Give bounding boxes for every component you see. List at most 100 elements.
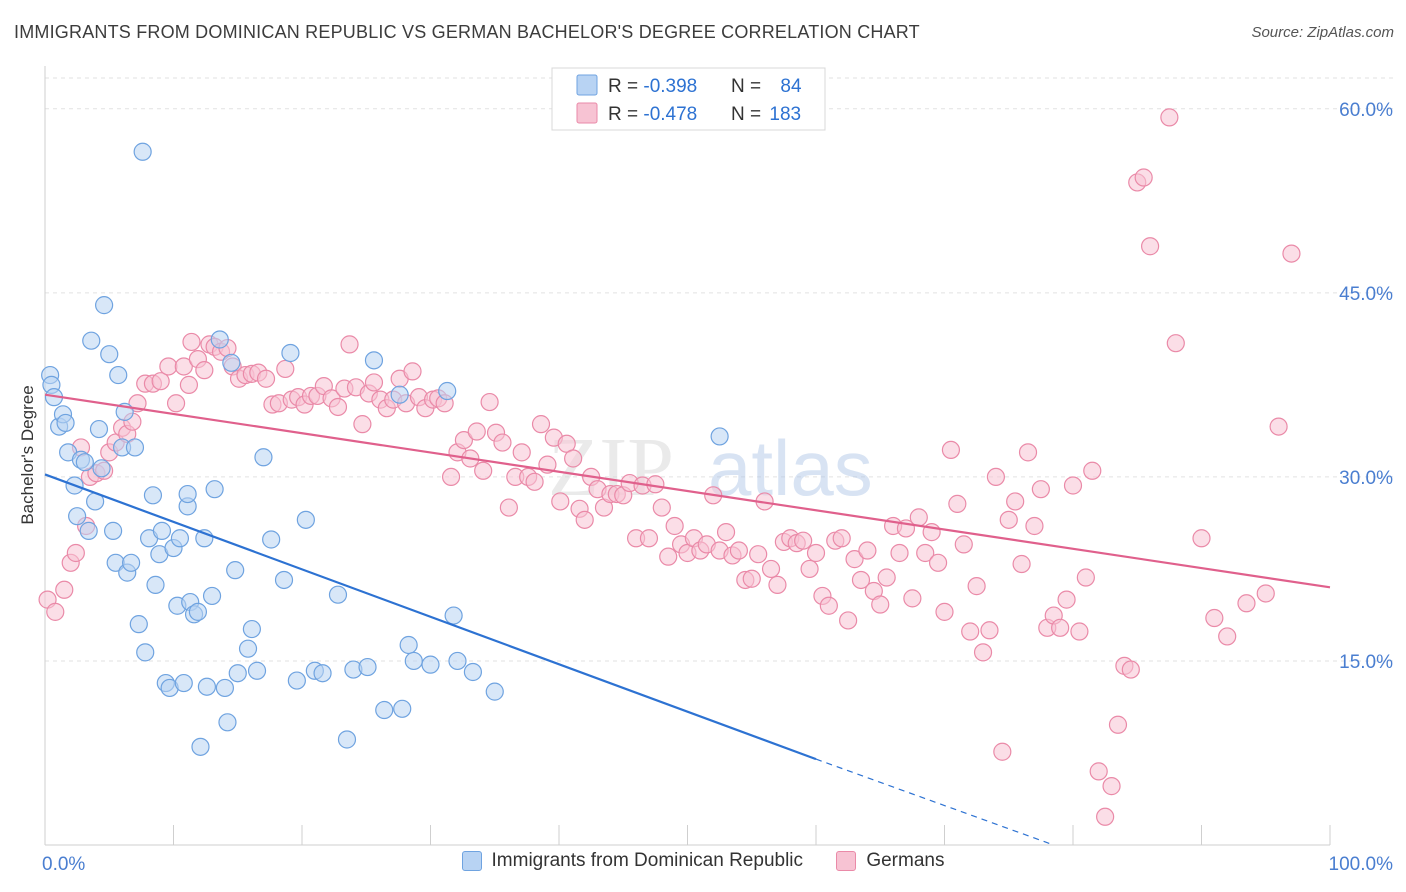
data-point: [1070, 622, 1089, 641]
stats-swatch-germans: [576, 102, 598, 124]
data-point: [1063, 476, 1083, 495]
data-point: [66, 543, 85, 563]
data-point: [399, 635, 418, 655]
legend-item-dominican[interactable]: Immigrants from Dominican Republic: [461, 850, 803, 872]
data-point: [941, 440, 961, 460]
data-point: [1012, 554, 1031, 574]
data-point: [877, 568, 896, 587]
data-point: [1051, 618, 1070, 637]
data-point: [364, 351, 384, 370]
data-point: [159, 357, 178, 376]
data-point: [1205, 608, 1224, 628]
data-point: [1031, 480, 1050, 499]
data-point: [485, 682, 504, 701]
stats-n-label: N =: [731, 104, 766, 125]
stats-swatch-dominican: [576, 74, 598, 96]
data-point: [1256, 584, 1275, 603]
data-point: [55, 580, 74, 599]
data-point: [166, 394, 186, 413]
data-point: [1192, 529, 1211, 548]
data-point: [274, 570, 294, 590]
data-point: [1140, 237, 1160, 256]
data-point: [493, 433, 512, 452]
data-point: [195, 361, 214, 380]
legend-item-germans[interactable]: Germans: [836, 850, 944, 872]
data-point: [421, 655, 440, 674]
data-point: [564, 449, 583, 468]
data-point: [205, 480, 224, 499]
data-point: [375, 700, 394, 720]
data-point: [104, 521, 123, 540]
data-point: [1089, 762, 1108, 781]
data-point: [1108, 715, 1128, 734]
points: [38, 108, 1301, 826]
data-point: [247, 661, 267, 680]
data-point: [993, 742, 1012, 761]
data-point: [222, 353, 241, 372]
data-point: [226, 561, 245, 580]
data-point: [480, 392, 499, 412]
data-point: [973, 643, 993, 662]
y-tick-label: 60.0%: [1339, 100, 1393, 121]
data-point: [256, 369, 276, 388]
data-point: [438, 381, 457, 401]
x-tick-labels: 0.0% 100.0%: [42, 854, 1393, 875]
data-point: [729, 541, 749, 560]
data-point: [143, 486, 163, 505]
data-point: [961, 622, 980, 641]
data-point: [639, 529, 659, 548]
data-point: [845, 550, 864, 569]
data-point: [393, 699, 412, 718]
data-point: [136, 643, 155, 662]
stats-n-row-1: N = 183: [731, 104, 801, 125]
data-point: [980, 621, 999, 640]
data-point: [474, 461, 493, 480]
data-point: [242, 619, 261, 639]
data-point: [742, 569, 761, 588]
data-point: [839, 611, 858, 630]
stats-r-row-1: R = -0.478: [608, 104, 697, 125]
data-point: [174, 357, 193, 376]
axes: [44, 66, 1331, 846]
data-point: [1282, 244, 1301, 263]
data-point: [228, 664, 247, 683]
data-point: [129, 615, 148, 634]
data-point: [75, 453, 94, 472]
data-point: [197, 677, 217, 696]
data-point: [125, 438, 145, 457]
y-tick-label: 45.0%: [1339, 284, 1393, 305]
data-point: [1006, 492, 1025, 511]
data-point: [254, 448, 273, 467]
stats-r-label: R =: [608, 76, 643, 97]
data-point: [46, 602, 65, 621]
x-tick-label: 100.0%: [1329, 854, 1394, 875]
data-point: [903, 589, 922, 608]
data-point: [170, 529, 190, 548]
data-point: [82, 331, 101, 350]
data-point: [954, 535, 973, 554]
data-point: [1269, 417, 1288, 436]
data-point: [652, 498, 671, 517]
data-point: [178, 484, 197, 504]
data-point: [454, 430, 474, 450]
data-point: [121, 553, 141, 572]
data-point: [986, 467, 1006, 487]
data-point: [794, 531, 813, 550]
data-point: [79, 521, 98, 540]
stats-n-label: N =: [731, 76, 766, 97]
data-point: [1057, 590, 1076, 609]
y-tick-label: 30.0%: [1339, 468, 1393, 489]
data-point: [1102, 777, 1121, 796]
data-point: [710, 427, 729, 446]
data-point: [337, 730, 357, 749]
series-legend: Immigrants from Dominican Republic Germa…: [0, 850, 1406, 872]
stats-r-value: -0.398: [643, 76, 697, 97]
data-point: [463, 662, 483, 682]
data-point: [858, 541, 877, 560]
stats-n-value: 84: [780, 76, 802, 97]
data-point: [761, 559, 781, 579]
data-point: [328, 585, 348, 604]
data-point: [928, 553, 948, 572]
data-point: [404, 651, 423, 671]
y-tick-label: 15.0%: [1339, 652, 1393, 673]
